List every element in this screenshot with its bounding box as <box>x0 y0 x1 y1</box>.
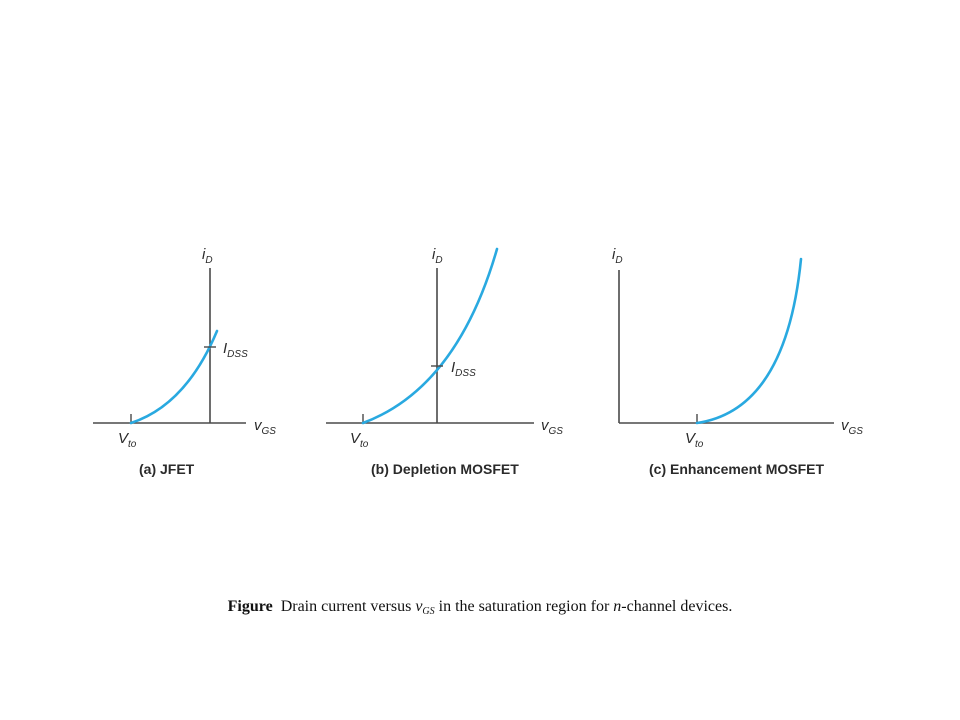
idss-label: IDSS <box>451 359 476 379</box>
caption-text-3: -channel devices. <box>621 598 733 615</box>
y-axis-label: iD <box>612 246 623 266</box>
threshold-label: Vto <box>350 430 369 450</box>
caption-n: n <box>613 598 622 615</box>
y-axis-label: iD <box>202 246 213 266</box>
drain-current-curve <box>361 247 499 425</box>
figure-caption: Figure Drain current versus vGS in the s… <box>0 598 960 617</box>
drain-current-curve <box>695 257 803 425</box>
caption-text-2: in the saturation region for <box>434 598 614 615</box>
caption-prefix: Figure <box>227 598 273 615</box>
caption-text-1: Drain current versus <box>280 598 416 615</box>
y-axis-label: iD <box>432 246 443 266</box>
threshold-label: Vto <box>685 430 704 450</box>
panel-caption: (b) Depletion MOSFET <box>371 461 519 477</box>
panel-caption: (a) JFET <box>139 461 195 477</box>
panel-caption: (c) Enhancement MOSFET <box>649 461 824 477</box>
panel-enhancement-mosfet: iD vGS Vto (c) Enhancement MOSFET <box>612 246 863 477</box>
x-axis-label: vGS <box>254 417 276 437</box>
x-axis-label: vGS <box>841 417 863 437</box>
panel-depletion-mosfet: iD vGS Vto IDSS (b) Depletion MOSFET <box>326 246 563 477</box>
idss-label: IDSS <box>223 340 248 360</box>
panel-jfet: iD vGS Vto IDSS (a) JFET <box>93 246 276 477</box>
caption-var-sub: GS <box>422 606 435 617</box>
figure-diagram: iD vGS Vto IDSS (a) JFET iD vGS Vto IDSS <box>93 246 863 477</box>
threshold-label: Vto <box>118 430 137 450</box>
x-axis-label: vGS <box>541 417 563 437</box>
caption-var: v <box>415 598 423 615</box>
drain-current-curve <box>129 329 219 425</box>
